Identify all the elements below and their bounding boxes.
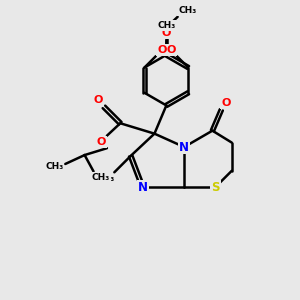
Text: O: O	[157, 45, 166, 55]
Text: O: O	[166, 45, 176, 55]
Text: N: N	[179, 140, 189, 154]
Text: CH₃: CH₃	[96, 174, 115, 183]
Text: O: O	[221, 98, 230, 108]
Text: CH₃: CH₃	[157, 21, 175, 30]
Text: O: O	[162, 28, 171, 38]
Text: O: O	[97, 137, 106, 147]
Text: CH₃: CH₃	[92, 173, 110, 182]
Text: CH₃: CH₃	[158, 21, 176, 30]
Text: O: O	[93, 95, 103, 105]
Text: CH₃: CH₃	[45, 162, 63, 171]
Text: N: N	[138, 181, 148, 194]
Text: CH₃: CH₃	[178, 6, 196, 15]
Text: S: S	[211, 181, 220, 194]
